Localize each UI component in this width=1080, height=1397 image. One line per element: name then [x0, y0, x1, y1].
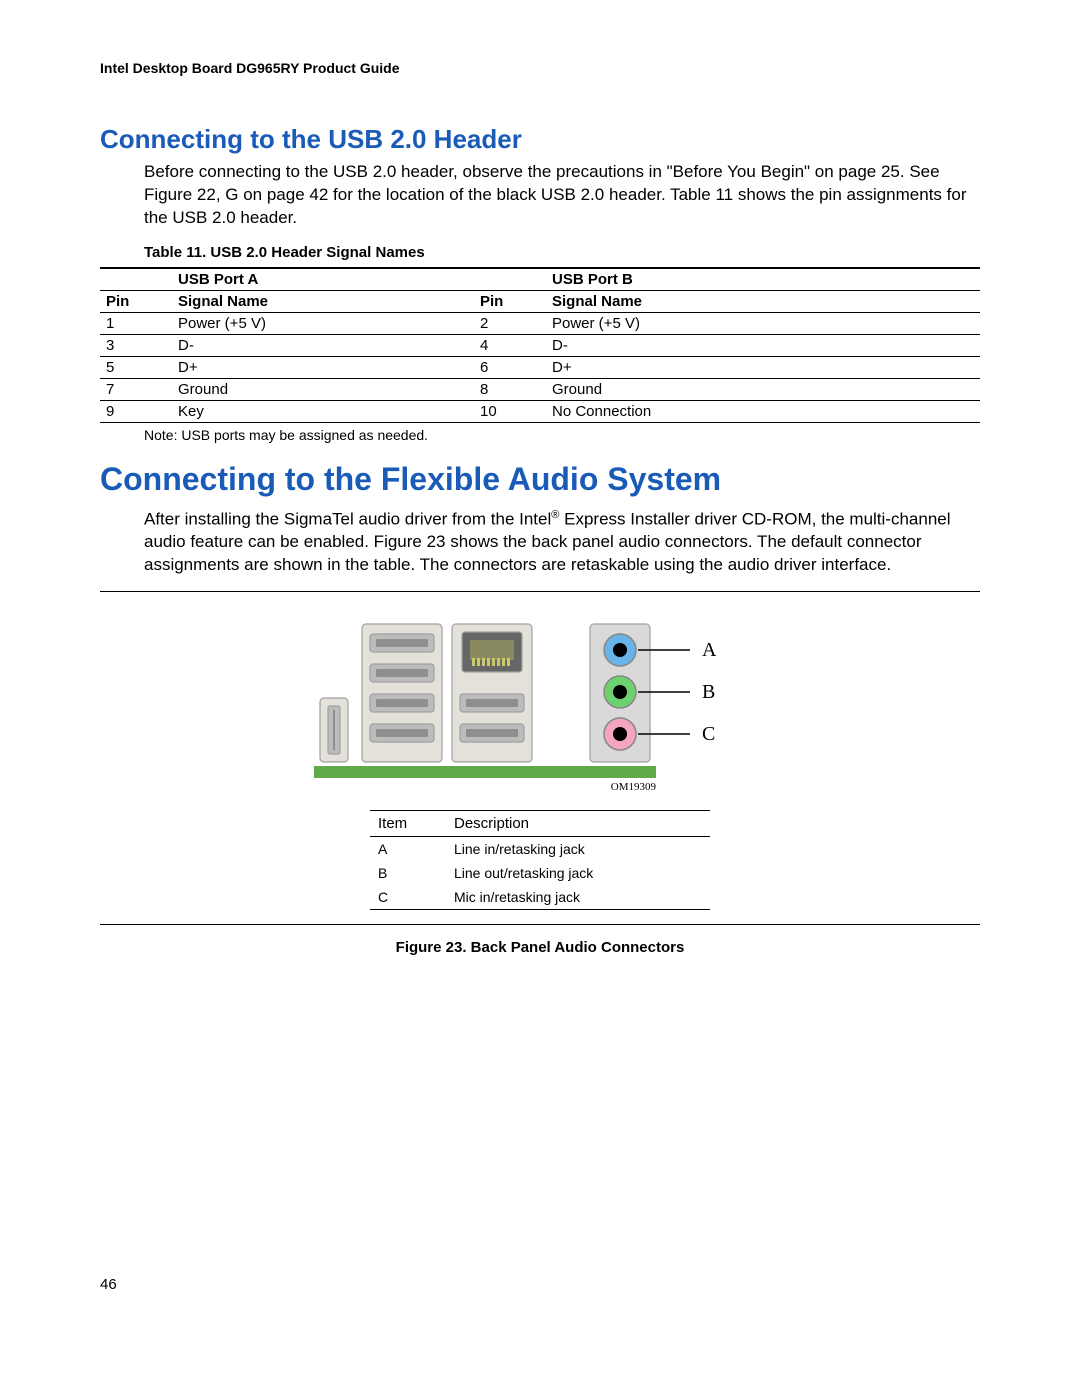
table-cell: 10	[474, 400, 546, 422]
table-cell: Ground	[172, 378, 474, 400]
th-blank	[100, 268, 172, 291]
table-row: BLine out/retasking jack	[370, 861, 710, 885]
table-cell: 2	[474, 312, 546, 334]
table-row: ALine in/retasking jack	[370, 837, 710, 862]
th-item: Item	[370, 811, 446, 837]
section1-paragraph: Before connecting to the USB 2.0 header,…	[144, 161, 980, 230]
table-cell: 6	[474, 356, 546, 378]
table-usb-signals: USB Port A USB Port B Pin Signal Name Pi…	[100, 267, 980, 423]
section2-paragraph: After installing the SigmaTel audio driv…	[144, 508, 980, 577]
page-number: 46	[100, 1276, 980, 1293]
th-blank2	[474, 268, 546, 291]
table-cell: D-	[172, 334, 474, 356]
back-panel-diagram: ABC OM19309	[290, 610, 790, 800]
table-row: 5D+6D+	[100, 356, 980, 378]
th-group-b: USB Port B	[546, 268, 980, 291]
table11-caption: Table 11. USB 2.0 Header Signal Names	[144, 244, 980, 261]
th-desc: Description	[446, 811, 710, 837]
desc-text: Line in/retasking jack	[446, 837, 710, 862]
table-cell: 5	[100, 356, 172, 378]
doc-header: Intel Desktop Board DG965RY Product Guid…	[100, 60, 980, 76]
table-cell: 7	[100, 378, 172, 400]
desc-item: B	[370, 861, 446, 885]
table-cell: D+	[172, 356, 474, 378]
section-heading-usb: Connecting to the USB 2.0 Header	[100, 124, 980, 155]
desc-text: Mic in/retasking jack	[446, 885, 710, 910]
table-row: CMic in/retasking jack	[370, 885, 710, 910]
table-cell: D-	[546, 334, 980, 356]
svg-text:B: B	[702, 681, 715, 703]
figure23-area: ABCOM19309 Item Description ALine in/ret…	[260, 610, 820, 910]
table-cell: Key	[172, 400, 474, 422]
page: Intel Desktop Board DG965RY Product Guid…	[0, 0, 1080, 1333]
th-sig-a: Signal Name	[172, 290, 474, 312]
table11-note: Note: USB ports may be assigned as neede…	[144, 427, 980, 443]
svg-text:A: A	[702, 639, 717, 661]
table-cell: No Connection	[546, 400, 980, 422]
th-pin-b: Pin	[474, 290, 546, 312]
table-row: 1Power (+5 V)2Power (+5 V)	[100, 312, 980, 334]
th-group-a: USB Port A	[172, 268, 474, 291]
desc-item: C	[370, 885, 446, 910]
table-cell: Power (+5 V)	[546, 312, 980, 334]
desc-item: A	[370, 837, 446, 862]
desc-text: Line out/retasking jack	[446, 861, 710, 885]
th-sig-b: Signal Name	[546, 290, 980, 312]
figure23-caption: Figure 23. Back Panel Audio Connectors	[100, 939, 980, 956]
section-heading-audio: Connecting to the Flexible Audio System	[100, 461, 980, 498]
table-cell: 1	[100, 312, 172, 334]
table-cell: Power (+5 V)	[172, 312, 474, 334]
table-row: 9Key10No Connection	[100, 400, 980, 422]
table-cell: 3	[100, 334, 172, 356]
table-cell: D+	[546, 356, 980, 378]
table-cell: 9	[100, 400, 172, 422]
figure23-block: ABCOM19309 Item Description ALine in/ret…	[100, 591, 980, 925]
table-cell: Ground	[546, 378, 980, 400]
table-connector-desc: Item Description ALine in/retasking jack…	[370, 810, 710, 910]
table-row: 7Ground8Ground	[100, 378, 980, 400]
table-cell: 4	[474, 334, 546, 356]
table-cell: 8	[474, 378, 546, 400]
th-pin-a: Pin	[100, 290, 172, 312]
svg-text:C: C	[702, 723, 715, 745]
para-pre: After installing the SigmaTel audio driv…	[144, 509, 551, 528]
svg-text:OM19309: OM19309	[611, 781, 657, 793]
table-row: 3D-4D-	[100, 334, 980, 356]
